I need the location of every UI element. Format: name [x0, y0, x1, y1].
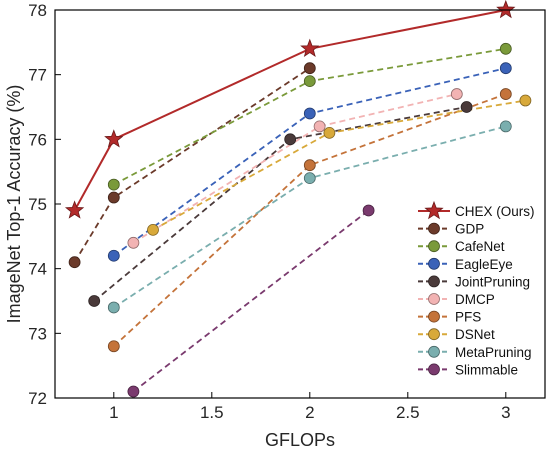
- data-point-jointpruning: [284, 133, 297, 146]
- x-tick-label: 3: [501, 403, 510, 422]
- x-tick-label: 2: [305, 403, 314, 422]
- legend: CHEX (Ours) GDP CafeNet EagleEye JointPrunin…: [418, 200, 535, 377]
- data-point-chex-ours: [300, 38, 320, 57]
- legend-marker-pfs: [428, 310, 440, 323]
- legend-label-slimmable: Slimmable: [455, 362, 518, 377]
- data-point-gdp: [68, 256, 81, 269]
- data-point-chex-ours: [64, 200, 85, 219]
- legend-marker-cafenet: [428, 240, 440, 253]
- data-point-jointpruning: [88, 295, 101, 307]
- legend-marker-slimmable: [428, 363, 440, 376]
- data-point-pfs: [499, 88, 512, 100]
- data-point-eagleeye: [499, 62, 512, 75]
- legend-marker-eagleeye: [428, 257, 440, 270]
- data-point-eagleeye: [303, 107, 316, 120]
- legend-marker-chex-ours: [424, 200, 444, 220]
- legend-label-metapruning: MetaPruning: [455, 345, 532, 360]
- legend-label-jointpruning: JointPruning: [455, 274, 530, 289]
- x-tick-label: 1.5: [200, 403, 224, 422]
- x-tick-label: 1: [109, 403, 118, 422]
- data-point-pfs: [303, 159, 316, 172]
- data-point-eagleeye: [107, 249, 120, 262]
- series-line-chex-ours: [73, 9, 506, 211]
- data-point-pfs: [107, 340, 120, 353]
- data-point-dsnet: [519, 94, 532, 107]
- data-point-metapruning: [303, 172, 316, 185]
- legend-label-dmcp: DMCP: [455, 292, 495, 307]
- legend-label-gdp: GDP: [455, 222, 484, 237]
- data-point-slimmable: [127, 385, 140, 398]
- y-axis-title: ImageNet Top-1 Accuracy (%): [4, 85, 24, 324]
- legend-label-cafenet: CafeNet: [455, 239, 505, 254]
- data-point-cafenet: [303, 75, 316, 88]
- y-tick-label: 74: [28, 260, 47, 279]
- y-tick-label: 76: [28, 130, 47, 149]
- data-point-chex-ours: [104, 129, 124, 148]
- series-line-slimmable: [132, 209, 370, 393]
- data-point-jointpruning: [460, 101, 473, 113]
- legend-marker-jointpruning: [428, 275, 440, 288]
- legend-label-chex-ours: CHEX (Ours): [455, 204, 535, 219]
- data-point-dmcp: [313, 120, 326, 133]
- y-tick-label: 73: [28, 324, 47, 343]
- data-point-cafenet: [107, 178, 120, 191]
- legend-marker-gdp: [428, 222, 440, 235]
- legend-marker-metapruning: [428, 345, 440, 358]
- data-point-dmcp: [450, 88, 463, 100]
- series-line-pfs: [113, 93, 507, 347]
- series-line-dmcp: [132, 93, 458, 244]
- data-point-gdp: [303, 62, 316, 75]
- data-point-dsnet: [323, 126, 336, 139]
- x-axis-ticks: 1 1.5 2 2.5 3: [109, 392, 511, 422]
- series-markers: [64, 0, 532, 398]
- series-line-metapruning: [113, 125, 507, 309]
- y-tick-label: 78: [28, 1, 47, 20]
- data-point-gdp: [107, 191, 120, 204]
- legend-marker-dsnet: [428, 328, 440, 341]
- series-line-gdp: [73, 67, 311, 263]
- data-point-dmcp: [127, 236, 140, 249]
- y-tick-label: 77: [28, 66, 47, 85]
- y-tick-label: 75: [28, 195, 47, 214]
- y-tick-label: 72: [28, 389, 47, 408]
- data-point-cafenet: [499, 42, 512, 55]
- x-axis-title: GFLOPs: [265, 430, 335, 450]
- legend-label-dsnet: DSNet: [455, 327, 495, 342]
- legend-label-pfs: PFS: [455, 310, 481, 325]
- data-point-metapruning: [107, 301, 120, 314]
- data-point-chex-ours: [496, 0, 516, 19]
- x-tick-label: 2.5: [396, 403, 420, 422]
- data-point-metapruning: [499, 120, 512, 133]
- y-axis-ticks: 72 73 74 75 76 77 78: [28, 1, 61, 408]
- data-point-dsnet: [147, 223, 159, 236]
- series-line-jointpruning: [93, 106, 467, 302]
- legend-label-eagleeye: EagleEye: [455, 257, 513, 272]
- legend-marker-dmcp: [428, 293, 440, 305]
- data-point-slimmable: [362, 204, 375, 217]
